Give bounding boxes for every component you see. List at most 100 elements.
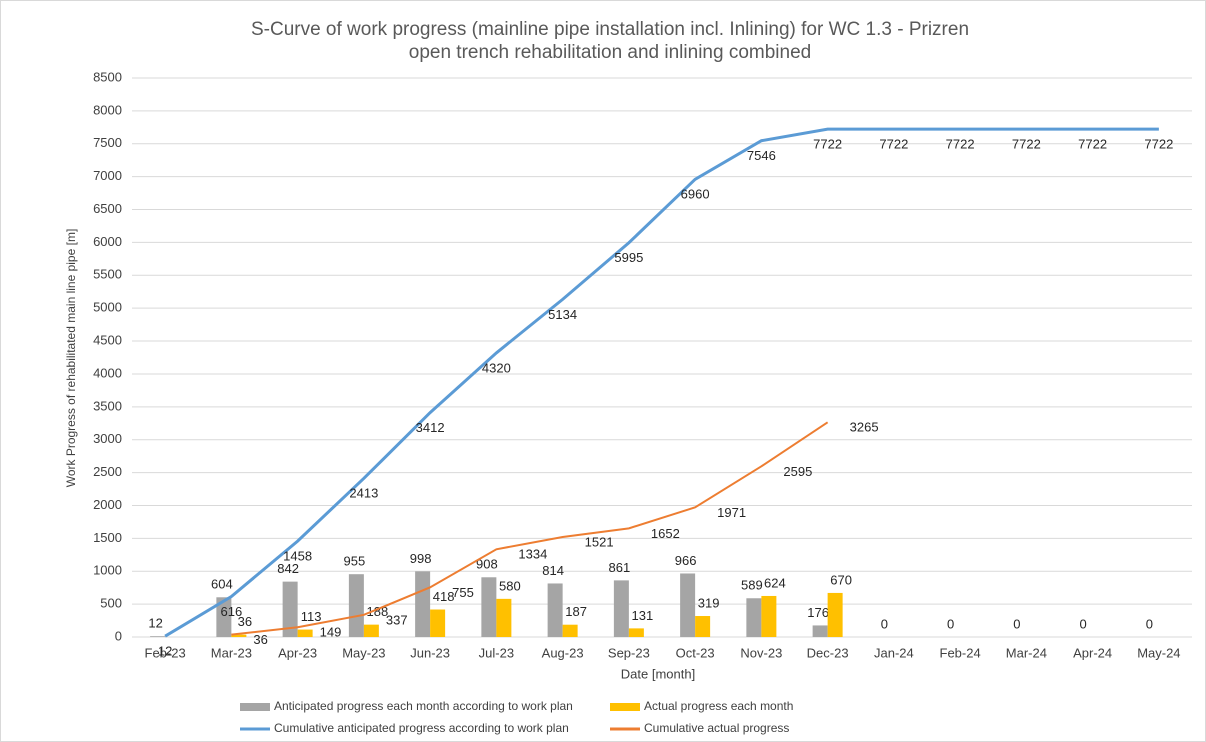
bar <box>297 629 313 637</box>
data-label: 580 <box>499 578 521 593</box>
data-label: 131 <box>632 608 654 623</box>
bar <box>282 581 298 637</box>
data-label: 7722 <box>1078 137 1107 152</box>
data-label: 6960 <box>681 187 710 202</box>
bar <box>415 571 431 637</box>
bar <box>827 592 843 637</box>
bar <box>628 628 644 637</box>
data-label: 7722 <box>879 137 908 152</box>
x-tick-label: Mar-23 <box>211 645 252 660</box>
data-label: 670 <box>830 572 852 587</box>
data-label: 337 <box>386 612 408 627</box>
data-label: 7722 <box>946 137 975 152</box>
data-label: 616 <box>221 604 243 619</box>
y-tick-label: 8500 <box>93 69 122 84</box>
data-label: 0 <box>1146 616 1153 631</box>
bar <box>680 573 696 637</box>
y-tick-label: 6000 <box>93 234 122 249</box>
y-tick-label: 4500 <box>93 332 122 347</box>
bar <box>363 624 379 637</box>
x-tick-label: Feb-23 <box>145 645 186 660</box>
bar <box>613 580 629 637</box>
chart-title: S-Curve of work progress (mainline pipe … <box>251 19 969 40</box>
data-label: 36 <box>253 632 267 647</box>
y-tick-label: 2500 <box>93 464 122 479</box>
x-tick-label: Jun-23 <box>410 645 450 660</box>
y-tick-label: 7500 <box>93 135 122 150</box>
y-tick-label: 3500 <box>93 398 122 413</box>
y-tick-label: 4000 <box>93 365 122 380</box>
data-label: 604 <box>211 577 233 592</box>
data-label: 7546 <box>747 148 776 163</box>
y-tick-label: 5000 <box>93 300 122 315</box>
x-tick-label: Sep-23 <box>608 645 650 660</box>
bar <box>496 598 512 637</box>
data-label: 187 <box>565 604 587 619</box>
data-label: 5995 <box>614 250 643 265</box>
data-label: 418 <box>433 589 455 604</box>
data-label: 955 <box>344 554 366 569</box>
x-tick-label: May-24 <box>1137 645 1180 660</box>
data-label: 3412 <box>416 420 445 435</box>
bar <box>216 597 232 637</box>
bar <box>481 577 497 637</box>
legend-swatch <box>240 703 270 711</box>
data-label: 966 <box>675 553 697 568</box>
data-label: 3265 <box>850 420 879 435</box>
y-tick-label: 5500 <box>93 267 122 282</box>
y-tick-label: 6500 <box>93 201 122 216</box>
data-label: 12 <box>148 616 162 631</box>
bar <box>746 598 762 637</box>
data-label: 908 <box>476 557 498 572</box>
legend-label: Actual progress each month <box>644 699 793 713</box>
data-label: 2413 <box>349 486 378 501</box>
data-label: 0 <box>881 616 888 631</box>
x-tick-label: May-23 <box>342 645 385 660</box>
x-tick-label: Jan-24 <box>874 645 914 660</box>
data-label: 1458 <box>283 549 312 564</box>
x-tick-label: Dec-23 <box>807 645 849 660</box>
data-label: 149 <box>320 625 342 640</box>
data-label: 319 <box>698 595 720 610</box>
legend-swatch <box>610 703 640 711</box>
y-axis-label: Work Progress of rehabilitated main line… <box>64 229 78 488</box>
data-label: 0 <box>947 616 954 631</box>
data-label: 1971 <box>717 505 746 520</box>
x-tick-label: Apr-23 <box>278 645 317 660</box>
y-tick-label: 7000 <box>93 168 122 183</box>
x-tick-label: Oct-23 <box>676 645 715 660</box>
bar <box>562 624 578 637</box>
data-label: 7722 <box>1144 137 1173 152</box>
x-tick-label: Nov-23 <box>740 645 782 660</box>
line <box>231 421 829 636</box>
y-tick-label: 0 <box>115 628 122 643</box>
bar <box>761 595 777 637</box>
bar <box>231 634 247 637</box>
data-label: 589 <box>741 578 763 593</box>
line <box>164 127 1159 638</box>
data-label: 0 <box>1080 616 1087 631</box>
data-label: 12 <box>158 644 172 659</box>
y-tick-label: 1000 <box>93 563 122 578</box>
legend-label: Cumulative anticipated progress accordin… <box>274 721 569 735</box>
chart-title: open trench rehabilitation and inlining … <box>409 42 811 63</box>
x-tick-label: Feb-24 <box>940 645 981 660</box>
legend-label: Cumulative actual progress <box>644 721 789 735</box>
data-label: 176 <box>807 605 829 620</box>
x-tick-label: Apr-24 <box>1073 645 1112 660</box>
data-label: 1521 <box>585 534 614 549</box>
y-tick-label: 8000 <box>93 102 122 117</box>
data-label: 2595 <box>783 464 812 479</box>
legend-label: Anticipated progress each month accordin… <box>274 699 573 713</box>
y-tick-label: 1500 <box>93 530 122 545</box>
data-label: 7722 <box>1012 137 1041 152</box>
data-label: 36 <box>238 614 252 629</box>
data-label: 1652 <box>651 526 680 541</box>
x-tick-label: Mar-24 <box>1006 645 1047 660</box>
data-label: 0 <box>1013 616 1020 631</box>
bar <box>430 609 446 637</box>
x-axis-label: Date [month] <box>621 666 695 681</box>
bar <box>695 616 711 637</box>
